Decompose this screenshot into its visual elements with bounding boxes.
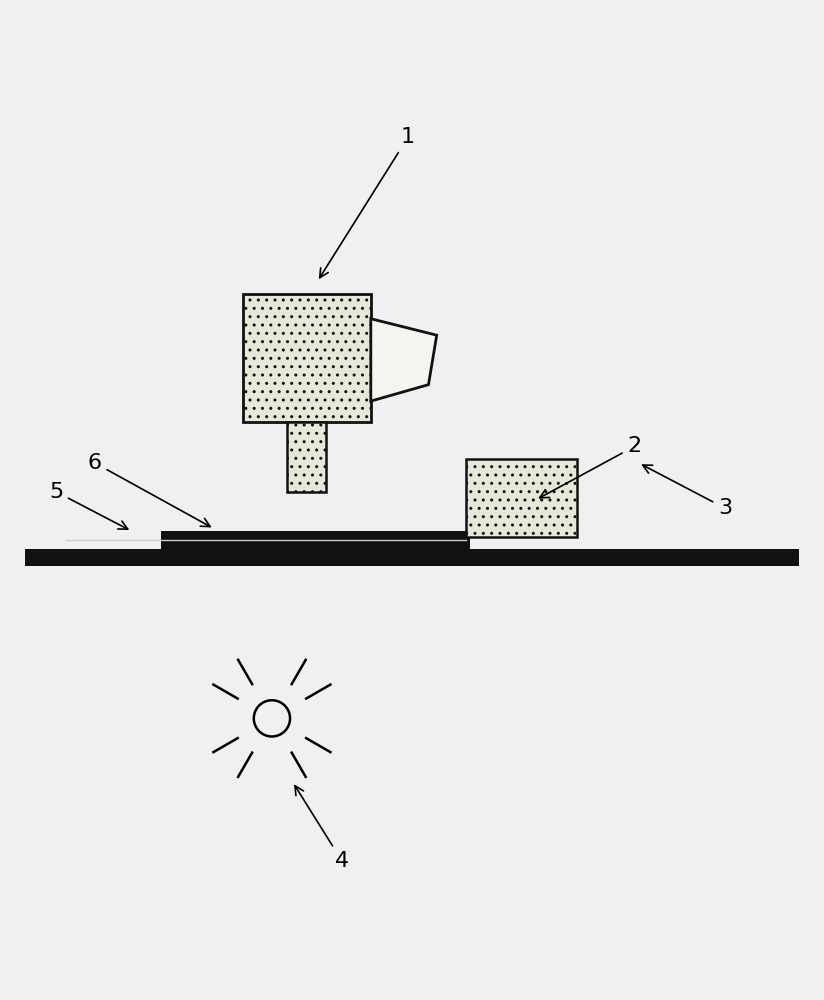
Text: 3: 3 xyxy=(643,465,733,518)
Bar xyxy=(25,549,799,566)
Text: 1: 1 xyxy=(320,127,415,278)
Polygon shape xyxy=(371,319,437,401)
Bar xyxy=(161,531,470,549)
Text: 6: 6 xyxy=(87,453,210,527)
Text: 2: 2 xyxy=(540,436,642,498)
Bar xyxy=(243,294,371,422)
Text: 5: 5 xyxy=(49,482,128,529)
Text: 4: 4 xyxy=(295,786,349,871)
Bar xyxy=(466,459,577,537)
Bar xyxy=(287,422,326,492)
